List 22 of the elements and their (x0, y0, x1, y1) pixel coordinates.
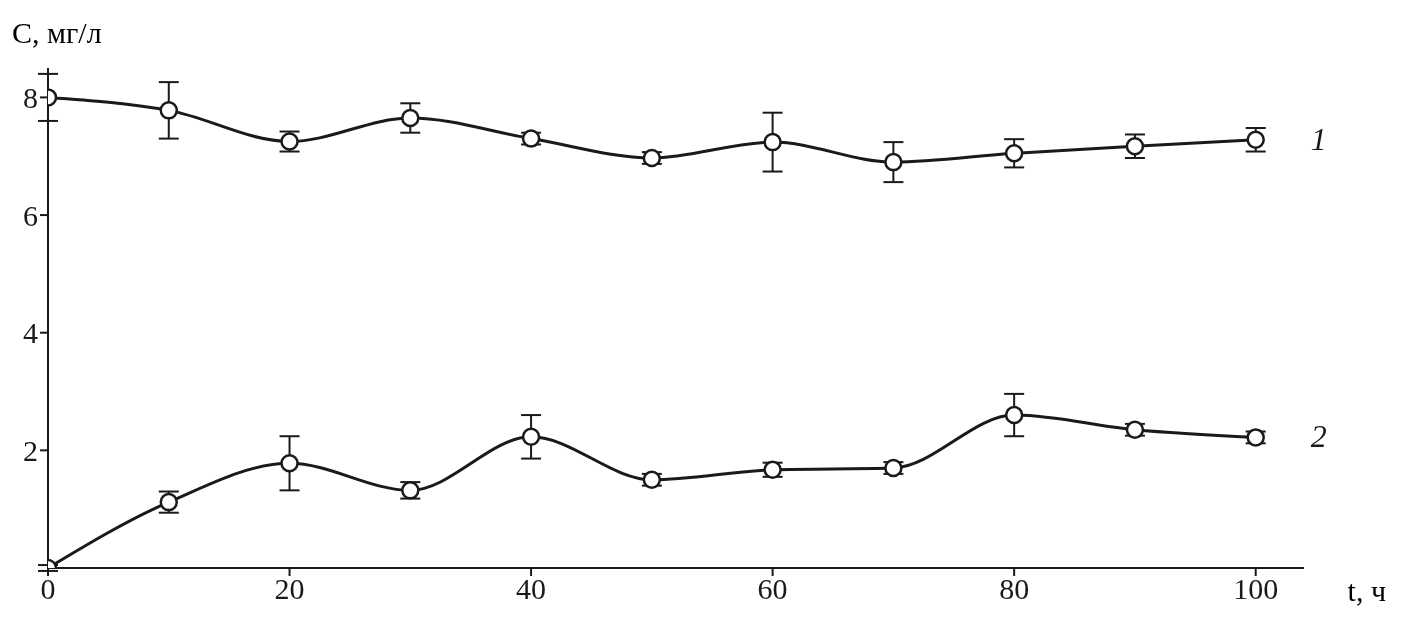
y-tick-label: 8 (23, 81, 38, 115)
x-tick-label: 100 (1233, 572, 1279, 606)
point (1004, 405, 1024, 425)
point (280, 454, 299, 473)
point (884, 152, 903, 172)
point (763, 132, 782, 152)
point (1004, 144, 1024, 163)
series-label: 1 (1310, 120, 1327, 157)
x-tick-label: 60 (757, 572, 788, 606)
x-tick-label: 0 (40, 572, 56, 606)
series-label: 2 (1310, 418, 1327, 455)
point (401, 108, 420, 128)
y-tick-label: 4 (23, 316, 38, 350)
point (521, 427, 541, 447)
y-tick-label: 2 (23, 434, 38, 467)
x-tick-label: 40 (516, 572, 547, 606)
y-axis-title: C, мг/л (12, 16, 102, 50)
point (159, 101, 179, 120)
x-tick-label: 20 (274, 572, 305, 606)
y-tick-label: 6 (23, 198, 38, 232)
x-tick-label: 80 (999, 572, 1030, 606)
x-axis-title: t, ч (1347, 574, 1386, 608)
